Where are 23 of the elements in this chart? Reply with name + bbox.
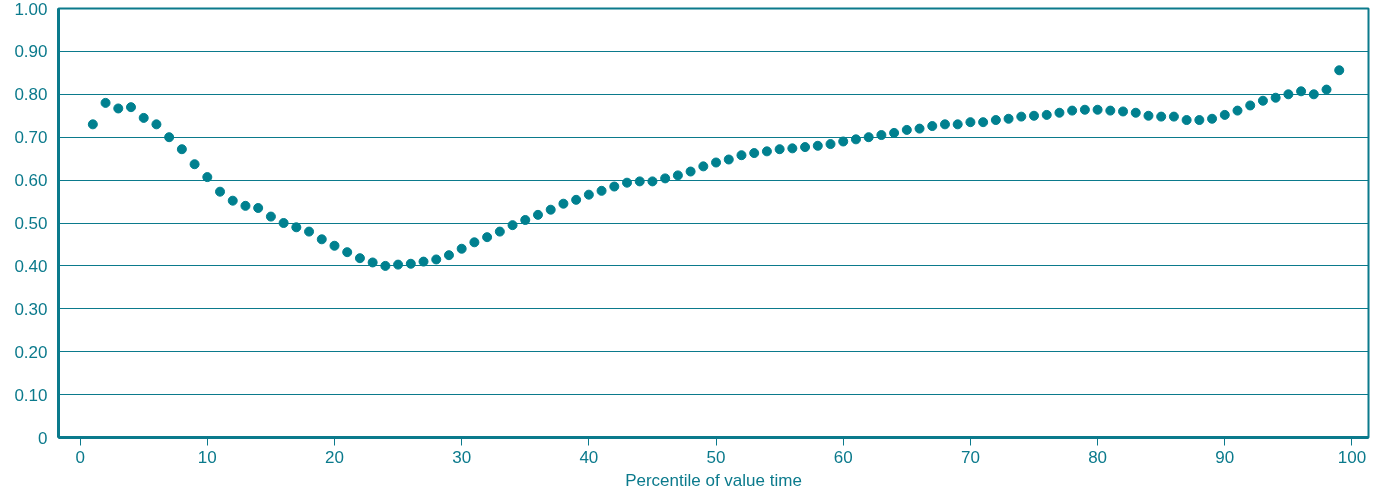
y-tick-label: 0.90: [14, 42, 48, 62]
y-tick-label: 0.30: [14, 299, 48, 319]
x-axis-title: Percentile of value time: [625, 470, 802, 490]
y-tick-label: 0.80: [14, 85, 48, 105]
y-tick-label: 0.70: [14, 128, 48, 148]
x-tick-label: 100: [1337, 447, 1367, 467]
y-tick-label: 0.50: [14, 214, 48, 233]
y-tick-label: 0.10: [14, 385, 48, 405]
x-tick-label: 80: [1088, 447, 1108, 467]
x-tick-label: 40: [579, 447, 599, 467]
y-tick-label: 0.40: [14, 256, 48, 276]
x-tick-label: 0: [75, 447, 85, 467]
y-tick-label: 0.20: [14, 342, 48, 362]
x-tick-label: 90: [1215, 447, 1235, 467]
x-tick-label: 50: [706, 447, 726, 467]
x-tick-label: 30: [452, 447, 472, 467]
y-tick-label: 1.00: [14, 0, 48, 19]
x-tick-label: 20: [325, 447, 344, 467]
x-tick-label: 10: [197, 447, 217, 467]
x-tick-label: 70: [960, 447, 980, 467]
y-tick-label: 0: [38, 428, 48, 448]
y-tick-label: 0.60: [14, 171, 48, 191]
x-tick-label: 60: [833, 447, 853, 467]
